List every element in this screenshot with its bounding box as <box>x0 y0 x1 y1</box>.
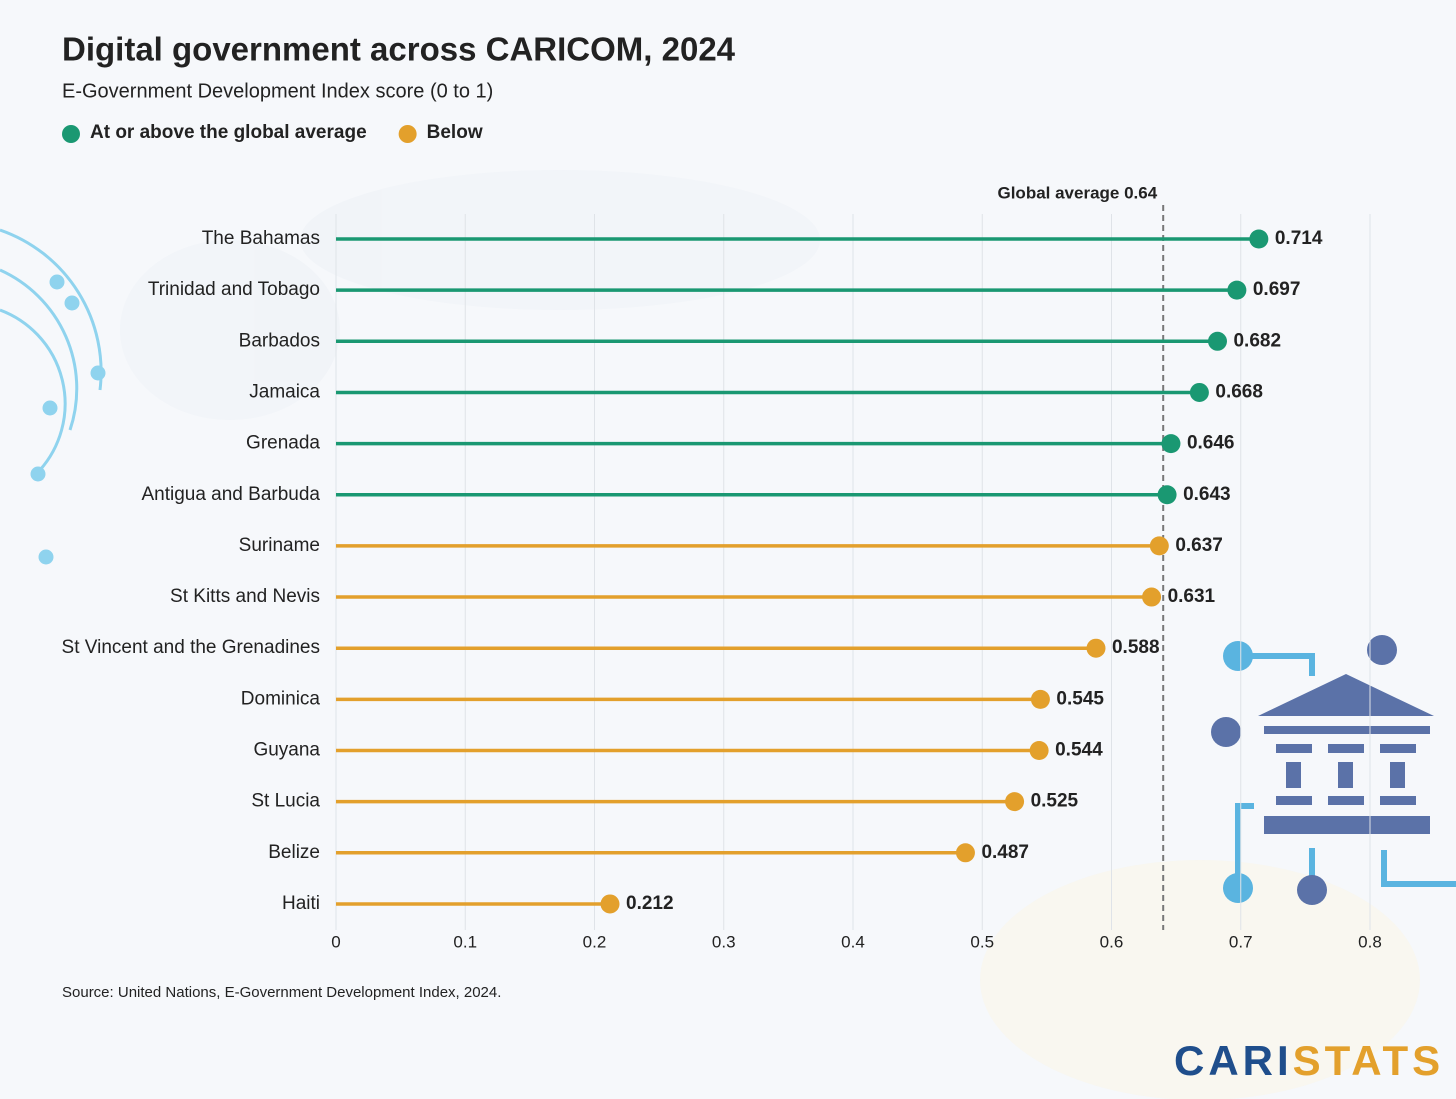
x-tick-label: 0.7 <box>1229 932 1253 951</box>
legend-marker <box>398 125 417 143</box>
dot <box>1149 536 1169 556</box>
y-tick-label: Grenada <box>246 433 320 454</box>
value-label: 0.643 <box>1183 484 1231 505</box>
value-label: 0.682 <box>1233 330 1281 351</box>
dot <box>1142 587 1162 607</box>
reference-label: Global average 0.64 <box>997 183 1157 202</box>
y-tick-label: Jamaica <box>249 381 320 402</box>
y-tick-label: Suriname <box>239 535 320 556</box>
y-tick-label: Trinidad and Tobago <box>148 279 320 300</box>
y-tick-label: Haiti <box>282 893 320 914</box>
value-label: 0.525 <box>1031 791 1079 812</box>
dot <box>1249 229 1269 249</box>
brand-part: CARI <box>1174 1037 1293 1084</box>
dot <box>1189 382 1209 402</box>
dot <box>1227 280 1247 300</box>
value-label: 0.714 <box>1275 228 1323 249</box>
y-tick-label: Dominica <box>241 688 321 709</box>
x-tick-label: 0.4 <box>841 932 865 951</box>
dot <box>1157 485 1177 505</box>
legend-label: At or above the global average <box>90 122 367 143</box>
value-label: 0.646 <box>1187 433 1235 454</box>
y-tick-label: Guyana <box>253 740 320 761</box>
x-tick-label: 0.6 <box>1100 932 1124 951</box>
y-tick-label: The Bahamas <box>202 228 320 249</box>
x-tick-label: 0.1 <box>453 932 477 951</box>
dot <box>1086 638 1106 658</box>
x-tick-label: 0.5 <box>970 932 994 951</box>
source-note: Source: United Nations, E-Government Dev… <box>62 984 501 1001</box>
value-label: 0.697 <box>1253 279 1301 300</box>
dot <box>1161 434 1181 454</box>
brand-logo: CARISTATS <box>1174 1037 1444 1084</box>
y-tick-label: St Lucia <box>251 791 320 812</box>
value-label: 0.668 <box>1215 381 1263 402</box>
x-tick-label: 0 <box>331 932 340 951</box>
y-tick-label: Barbados <box>239 330 320 351</box>
y-tick-label: Antigua and Barbuda <box>141 484 320 505</box>
government-icon <box>1211 635 1456 905</box>
circuit-decoration <box>0 228 106 565</box>
y-tick-label: St Kitts and Nevis <box>170 586 320 607</box>
x-tick-label: 0.3 <box>712 932 736 951</box>
legend-label: Below <box>427 122 483 143</box>
y-tick-label: St Vincent and the Grenadines <box>62 637 320 658</box>
brand-part: STATS <box>1293 1037 1444 1084</box>
dot <box>1029 741 1049 760</box>
chart-title: Digital government across CARICOM, 2024 <box>62 31 736 68</box>
value-label: 0.487 <box>981 842 1029 863</box>
dot <box>1030 689 1050 709</box>
dot <box>600 894 620 914</box>
value-label: 0.544 <box>1055 740 1103 761</box>
x-tick-label: 0.8 <box>1358 932 1382 951</box>
value-label: 0.588 <box>1112 637 1160 658</box>
y-tick-label: Belize <box>268 842 320 863</box>
value-label: 0.631 <box>1168 586 1216 607</box>
dot <box>955 843 975 863</box>
value-label: 0.545 <box>1056 688 1104 709</box>
legend-marker <box>62 125 80 143</box>
dot <box>1005 792 1025 812</box>
x-tick-label: 0.2 <box>583 932 607 951</box>
value-label: 0.637 <box>1175 535 1223 556</box>
dot <box>1207 331 1227 351</box>
chart-subtitle: E-Government Development Index score (0 … <box>62 80 493 102</box>
value-label: 0.212 <box>626 893 674 914</box>
